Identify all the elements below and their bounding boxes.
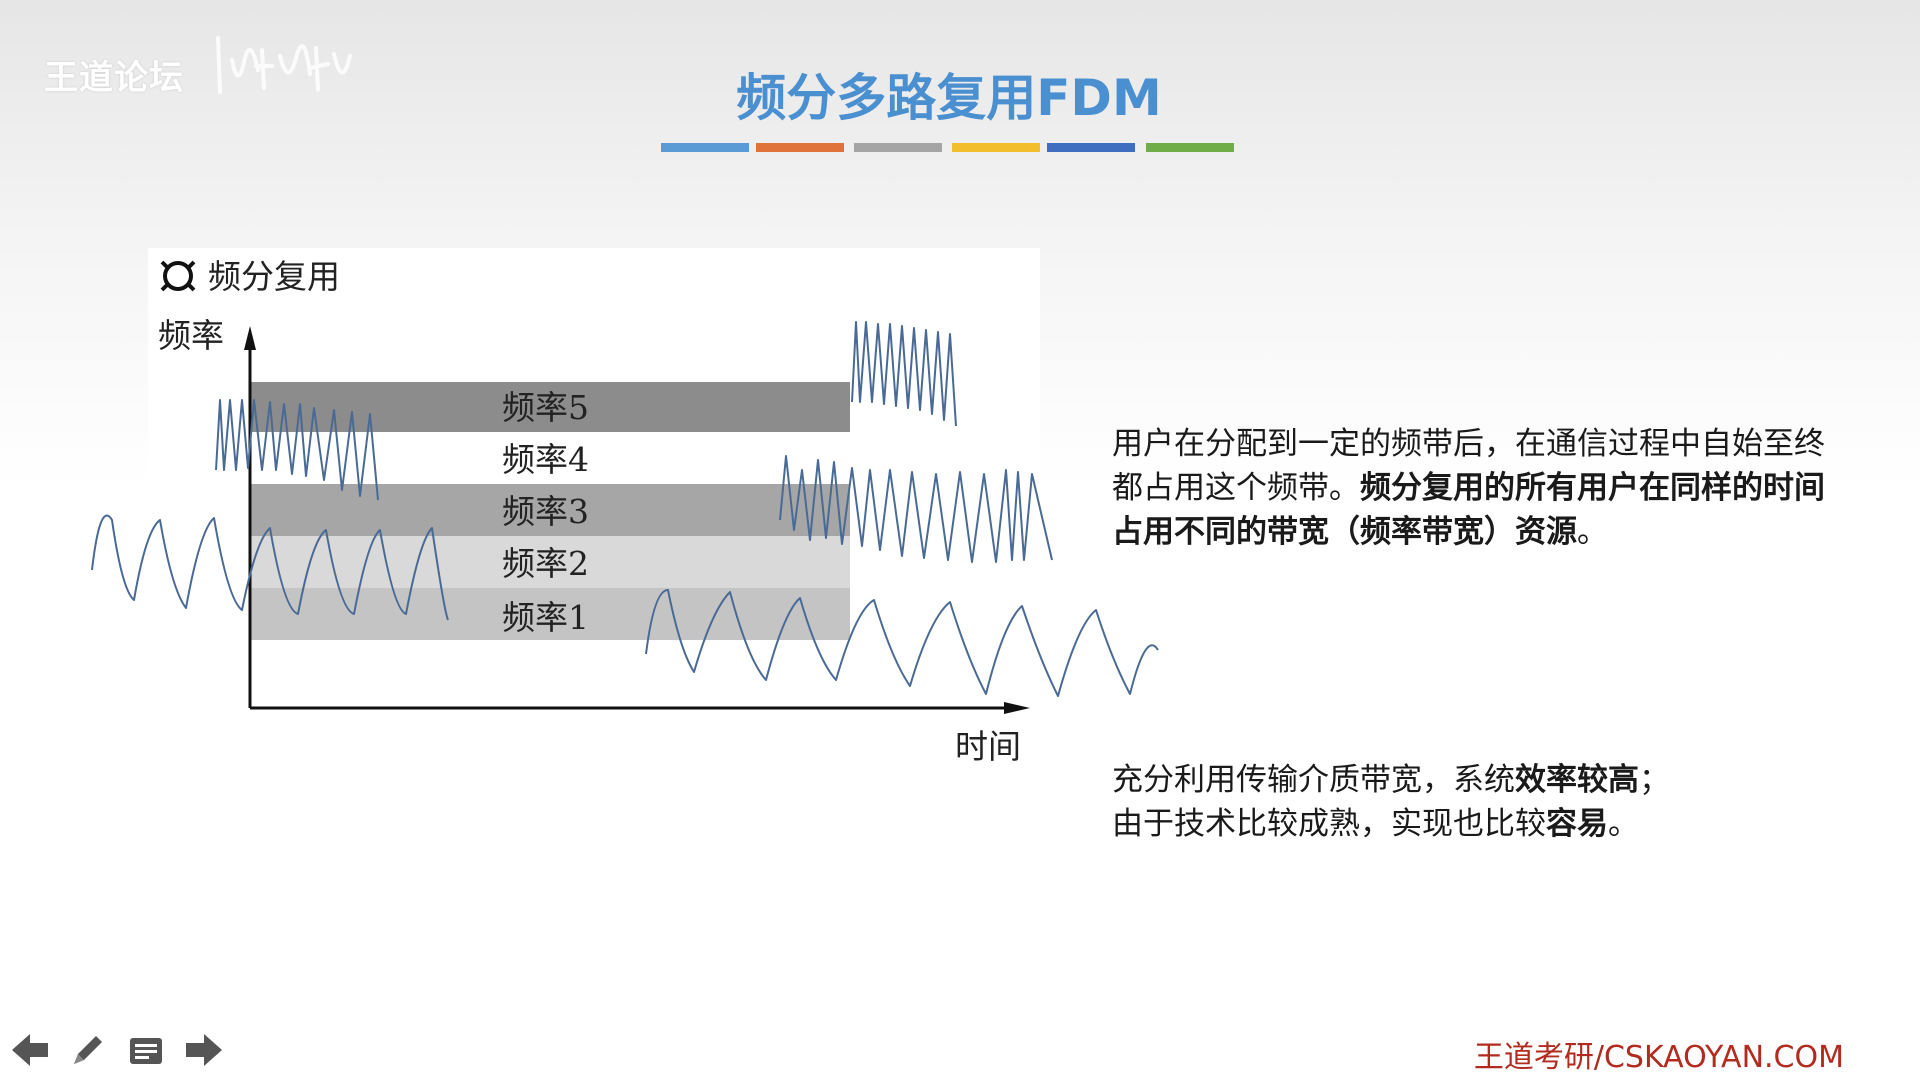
band-frequency-2 xyxy=(250,536,850,588)
description-p2-line1-bold: 效率较高 xyxy=(1515,762,1639,798)
description-p2-line2-end: 。 xyxy=(1608,806,1639,842)
logo-signature-icon xyxy=(216,36,352,94)
band-frequency-3 xyxy=(250,484,850,536)
y-axis-arrow-icon xyxy=(244,326,256,350)
description-p2-line2-normal: 由于技术比较成熟，实现也比较 xyxy=(1112,806,1546,842)
waveform-mid-right xyxy=(779,455,1053,563)
title-bar-yellow xyxy=(952,143,1040,152)
description-p2-line2: 由于技术比较成熟，实现也比较容易。 xyxy=(1112,802,1842,846)
waveform-high-right xyxy=(851,321,957,427)
arrow-left-icon[interactable] xyxy=(10,1030,50,1070)
y-axis-label: 频率 xyxy=(158,316,224,355)
waveform-low-right xyxy=(645,589,1159,697)
title-bar-orange xyxy=(756,143,844,152)
x-axis-label: 时间 xyxy=(955,727,1021,766)
band-frequency-1 xyxy=(250,588,850,640)
title-bar-navy xyxy=(1047,143,1135,152)
footer-brand: 王道考研/CSKAOYAN.COM xyxy=(1473,1040,1844,1075)
description-p2-line1: 充分利用传输介质带宽，系统效率较高； xyxy=(1112,758,1842,802)
band-label-5: 频率5 xyxy=(502,388,589,427)
slide-navigation xyxy=(10,1030,224,1074)
description-p1-bold: 频分复用的所有用户在同样的时间占用不同的带宽（频率带宽）资源 xyxy=(1112,470,1825,550)
description-paragraph-1: 用户在分配到一定的频带后，在通信过程中自始至终都占用这个频带。频分复用的所有用户… xyxy=(1112,422,1842,554)
pen-icon[interactable] xyxy=(68,1030,108,1070)
x-axis-arrow-icon xyxy=(1004,702,1030,714)
waveform-mid-left xyxy=(91,514,449,621)
caption-bullet-icon xyxy=(160,260,196,292)
band-label-3: 频率3 xyxy=(502,492,589,531)
title-bar-blue xyxy=(661,143,749,152)
description-p2-line2-bold: 容易 xyxy=(1546,806,1608,842)
arrow-right-icon[interactable] xyxy=(184,1030,224,1070)
description-paragraph-2: 充分利用传输介质带宽，系统效率较高； 由于技术比较成熟，实现也比较容易。 xyxy=(1112,758,1842,846)
logo-text: 王道论坛 xyxy=(44,58,184,98)
menu-icon[interactable] xyxy=(126,1030,166,1070)
description-p2-line1-normal: 充分利用传输介质带宽，系统 xyxy=(1112,762,1515,798)
description-p1-normal: 用户在分配到一定的频带后，在通信过程中自始至终都占用这个频带。 xyxy=(1112,426,1825,506)
figure-caption: 频分复用 xyxy=(208,257,340,296)
title-bar-green xyxy=(1146,143,1234,152)
title-bar-gray xyxy=(854,143,942,152)
band-frequency-4 xyxy=(250,432,850,484)
band-label-4: 频率4 xyxy=(502,440,589,479)
band-label-2: 频率2 xyxy=(502,544,589,583)
waveform-high-left xyxy=(215,399,379,501)
description-p2-line1-end: ； xyxy=(1639,762,1670,798)
description-p1-end: 。 xyxy=(1577,514,1608,550)
slide-title: 频分多路复用FDM xyxy=(736,69,1162,127)
band-label-1: 频率1 xyxy=(502,598,589,637)
